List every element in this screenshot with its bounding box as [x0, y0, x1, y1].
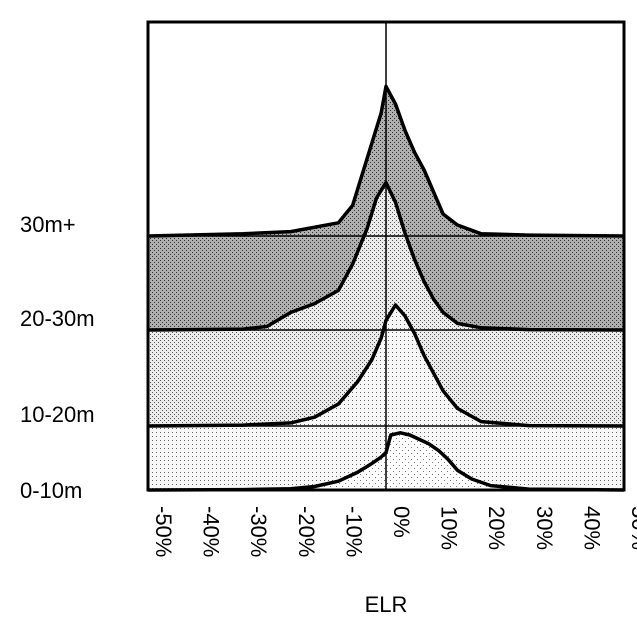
x-tick-label: 0%	[389, 506, 414, 538]
band-label-20-30m: 20-30m	[20, 306, 95, 331]
series-line-20-30m	[147, 180, 625, 332]
x-tick-label: -40%	[199, 506, 224, 557]
series-line-10-20m	[147, 303, 625, 428]
band-label-10-20m: 10-20m	[20, 402, 95, 427]
series-line-30m+	[147, 84, 625, 238]
band-labels: 30m+ 20-30m 10-20m 0-10m	[20, 212, 95, 503]
x-tick-label: -20%	[294, 506, 319, 557]
band-label-30m+: 30m+	[20, 212, 76, 237]
x-tick-label: 30%	[532, 506, 557, 550]
x-tick-label: 20%	[484, 506, 509, 550]
x-tick-label: -50%	[151, 506, 176, 557]
x-tick-label: 40%	[579, 506, 604, 550]
band-label-0-10m: 0-10m	[20, 478, 82, 503]
x-tick-label: 10%	[437, 506, 462, 550]
x-tick-label: -10%	[341, 506, 366, 557]
x-tick-label: 50%	[627, 506, 637, 550]
x-tick-label: -30%	[246, 506, 271, 557]
series-line-0-10m	[147, 431, 625, 492]
x-axis-title: ELR	[365, 592, 408, 617]
x-axis-tick-labels: -50% -40% -30% -20% -10% 0% 10% 20% 30% 40% 50%	[151, 506, 637, 557]
plot-frame	[146, 20, 626, 492]
